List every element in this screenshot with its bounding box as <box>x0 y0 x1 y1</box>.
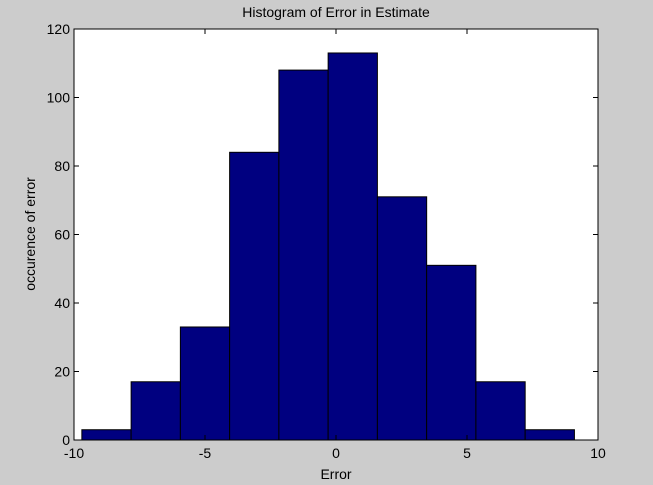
x-axis-label: Error <box>320 466 351 482</box>
x-tick-label: 10 <box>590 445 606 461</box>
x-tick-label: 5 <box>463 445 471 461</box>
histogram-bar <box>229 151 280 441</box>
y-tick-label: 40 <box>54 295 70 311</box>
y-tick-label: 60 <box>54 227 70 243</box>
histogram-bar <box>130 381 181 441</box>
histogram-bar <box>475 381 526 441</box>
histogram-bar <box>278 69 329 441</box>
histogram-bar <box>179 326 231 441</box>
y-axis-label: occurence of error <box>22 177 38 291</box>
y-tick-label: 80 <box>54 158 70 174</box>
chart-title: Histogram of Error in Estimate <box>242 4 430 20</box>
y-tick-label: 100 <box>47 90 71 106</box>
bars-layer <box>81 52 575 441</box>
y-tick-label: 20 <box>54 364 70 380</box>
histogram-bar <box>376 196 428 441</box>
y-tick-label: 0 <box>62 432 70 448</box>
x-tick-label: -10 <box>64 445 84 461</box>
histogram-bar <box>327 52 378 441</box>
histogram-bar <box>426 264 477 441</box>
histogram-bar <box>524 429 575 441</box>
x-tick-label: 0 <box>332 445 340 461</box>
y-tick-label: 120 <box>47 21 71 37</box>
x-tick-label: -5 <box>199 445 212 461</box>
histogram-bar <box>81 429 132 441</box>
